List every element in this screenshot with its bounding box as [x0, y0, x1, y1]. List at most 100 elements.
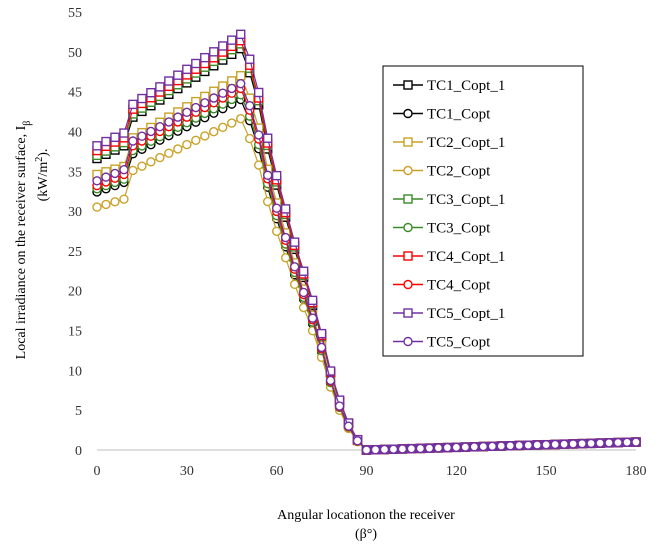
data-point	[307, 313, 318, 323]
x-tick-label: 0	[94, 464, 101, 479]
data-point	[245, 54, 255, 64]
data-point	[110, 197, 120, 207]
y-axis-title-subscript: β	[22, 121, 33, 126]
data-point	[155, 121, 165, 132]
legend-label: TC5_Copt	[427, 335, 491, 351]
x-tick-labels: 0 30 60 90 120 150 180	[94, 464, 647, 479]
legend-label: TC5_Copt_1	[427, 306, 505, 322]
legend-label: TC3_Copt	[427, 221, 491, 237]
data-point	[496, 441, 506, 451]
data-point	[245, 100, 255, 111]
legend-item: TC1_Copt	[393, 107, 491, 123]
y-axis-title-line1: Local irradiance on the receiver surface…	[14, 121, 33, 360]
legend-marker	[403, 80, 413, 90]
data-point	[200, 98, 210, 108]
data-point	[262, 133, 273, 143]
data-point	[595, 438, 605, 448]
data-point	[298, 266, 309, 276]
data-point	[218, 88, 228, 98]
y-axis-title-unit-sup: 2	[34, 157, 45, 162]
data-point	[236, 78, 246, 89]
y-tick-label: 45	[68, 86, 82, 101]
data-point	[271, 170, 282, 181]
legend-item: TC3_Copt	[393, 221, 491, 237]
legend-item: TC2_Copt	[393, 164, 491, 180]
legend-marker	[403, 165, 413, 176]
data-point	[227, 35, 237, 45]
data-point	[442, 442, 453, 453]
y-tick-label: 40	[68, 125, 82, 140]
data-point	[280, 204, 291, 214]
data-point	[631, 437, 641, 447]
data-point	[460, 442, 471, 452]
data-point	[200, 131, 210, 141]
legend-marker	[403, 336, 413, 347]
legend: TC1_Copt_1 TC1_Copt TC2_Copt_1 TC2_Copt TC3_…	[382, 65, 584, 357]
data-point	[200, 52, 210, 63]
data-point	[415, 443, 426, 454]
data-point	[128, 136, 138, 146]
data-point	[119, 128, 129, 138]
data-point	[379, 444, 390, 455]
data-point	[523, 440, 533, 450]
x-tick-label: 120	[446, 464, 467, 479]
data-point	[218, 41, 228, 51]
x-tick-label: 150	[536, 464, 557, 479]
y-tick-label: 30	[68, 205, 82, 220]
legend-marker	[403, 308, 413, 318]
data-point	[119, 194, 129, 204]
data-point	[164, 117, 174, 127]
data-point	[514, 440, 524, 451]
data-point	[236, 71, 246, 81]
data-point	[173, 112, 183, 122]
legend-marker	[403, 279, 413, 290]
series-layer	[92, 29, 641, 455]
data-point	[101, 136, 111, 147]
data-point	[182, 107, 192, 118]
data-point	[182, 139, 192, 150]
data-point	[164, 76, 174, 86]
data-point	[577, 438, 587, 449]
data-point	[397, 444, 408, 454]
data-point	[334, 401, 345, 411]
x-tick-label: 180	[626, 464, 647, 479]
data-point	[101, 199, 111, 210]
data-point	[209, 93, 219, 103]
data-point	[352, 436, 363, 446]
data-point	[227, 76, 237, 86]
legend-label: TC4_Copt	[427, 278, 491, 294]
legend-label: TC2_Copt_1	[427, 135, 505, 151]
data-point	[155, 82, 165, 92]
data-point	[155, 152, 165, 163]
data-point	[325, 375, 336, 386]
data-point	[110, 132, 120, 142]
y-tick-label: 20	[68, 285, 82, 300]
data-point	[236, 29, 246, 39]
data-point	[343, 421, 354, 431]
data-point	[280, 253, 291, 263]
data-point	[568, 439, 578, 449]
data-point	[173, 70, 183, 80]
series-TC5_Copt	[92, 78, 641, 455]
data-point	[227, 118, 237, 128]
data-point	[271, 226, 282, 237]
y-tick-label: 55	[68, 6, 82, 21]
data-point	[92, 141, 102, 151]
data-point	[137, 161, 147, 171]
data-point	[424, 443, 435, 453]
data-point	[128, 165, 138, 176]
data-point	[146, 87, 156, 98]
data-point	[92, 202, 102, 212]
y-axis-title-unit-post: ).	[36, 149, 51, 157]
x-tick-label: 90	[360, 464, 374, 479]
data-point	[227, 83, 237, 94]
legend-item: TC2_Copt_1	[393, 135, 505, 151]
data-point	[262, 170, 273, 180]
data-point	[451, 442, 462, 453]
y-tick-label: 0	[75, 444, 82, 459]
data-point	[164, 148, 174, 158]
y-axis-title-unit-pre: (kW/m	[36, 162, 51, 202]
data-point	[622, 437, 632, 448]
x-axis-title-line1: Angular locationon the receiver	[277, 508, 455, 523]
